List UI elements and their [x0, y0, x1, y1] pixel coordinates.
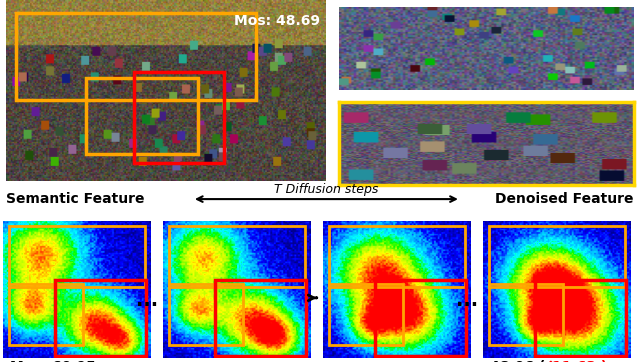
- Text: Semantic Feature: Semantic Feature: [6, 192, 145, 206]
- Text: ...: ...: [456, 291, 478, 310]
- Text: 11.63 ): 11.63 ): [552, 360, 607, 362]
- Text: 48.06 (: 48.06 (: [490, 360, 545, 362]
- Bar: [169, 226, 305, 287]
- Text: T Diffusion steps: T Diffusion steps: [274, 183, 379, 196]
- Text: Mos: 60.95: Mos: 60.95: [10, 360, 95, 362]
- Bar: [16, 13, 256, 100]
- Bar: [329, 226, 465, 287]
- Bar: [134, 72, 224, 163]
- Text: Mos: 48.69: Mos: 48.69: [234, 14, 320, 29]
- Bar: [86, 78, 198, 154]
- Bar: [214, 280, 306, 355]
- Bar: [489, 226, 625, 287]
- Bar: [9, 226, 145, 287]
- Bar: [375, 280, 466, 355]
- Bar: [535, 280, 626, 355]
- Text: ...: ...: [136, 291, 158, 310]
- Bar: [55, 280, 146, 355]
- Bar: [329, 284, 403, 345]
- Text: Denoised Feature: Denoised Feature: [495, 192, 634, 206]
- Text: ↑: ↑: [544, 360, 556, 362]
- Bar: [169, 284, 243, 345]
- Bar: [489, 284, 563, 345]
- Bar: [9, 284, 83, 345]
